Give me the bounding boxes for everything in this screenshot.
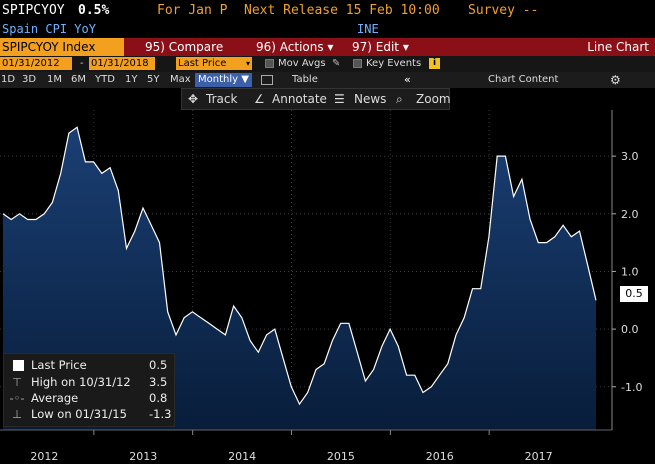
- actions-button[interactable]: 96) Actions ▾: [256, 40, 334, 54]
- table-icon[interactable]: [261, 75, 273, 85]
- chart-legend: Last Price 0.5 ⊤ High on 10/31/12 3.5 -◦…: [3, 353, 175, 427]
- next-release: Next Release 15 Feb 10:00: [244, 3, 440, 18]
- survey: Survey --: [468, 3, 539, 18]
- track-icon[interactable]: ✥: [188, 92, 199, 106]
- x-axis-band: [0, 430, 655, 464]
- series-swatch: [13, 360, 24, 371]
- x-tick-label: 2016: [426, 450, 454, 463]
- period-bar: 1D 3D 1M 6M YTD 1Y 5Y Max Monthly ▼ Tabl…: [0, 72, 655, 88]
- low-marker-icon: ⊥: [11, 407, 23, 421]
- table-button[interactable]: Table: [292, 74, 318, 85]
- x-tick-label: 2013: [129, 450, 157, 463]
- last-value-badge: 0.5: [620, 286, 648, 302]
- legend-label: Low on 01/31/15: [31, 407, 127, 421]
- annotate-icon[interactable]: ∠: [254, 92, 265, 106]
- period-3d[interactable]: 3D: [22, 74, 37, 85]
- y-tick-label: 0.0: [621, 323, 639, 336]
- date-separator: -: [80, 58, 84, 69]
- mov-avgs-checkbox[interactable]: [265, 59, 274, 68]
- track-button[interactable]: Track: [206, 92, 238, 106]
- y-tick-label: 2.0: [621, 208, 639, 221]
- info-icon[interactable]: i: [429, 58, 440, 69]
- x-tick-label: 2012: [30, 450, 58, 463]
- y-tick-label: -1.0: [621, 381, 642, 394]
- y-tick-label: 3.0: [621, 150, 639, 163]
- chart-content-button[interactable]: Chart Content: [488, 74, 559, 85]
- last-value: 0.5%: [78, 3, 110, 18]
- legend-label: Average: [31, 391, 79, 405]
- news-button[interactable]: News: [354, 92, 387, 106]
- zoom-button[interactable]: Zoom: [416, 92, 451, 106]
- zoom-icon[interactable]: ⌕: [396, 92, 403, 106]
- security-name: Spain CPI YoY: [2, 22, 96, 36]
- field-dropdown[interactable]: Last Price ▾: [176, 57, 252, 70]
- description-row: Spain CPI YoY INE: [0, 21, 655, 38]
- legend-row: -◦- Average 0.8: [4, 390, 176, 406]
- function-bar: SPIPCYOY Index 95) Compare 96) Actions ▾…: [0, 38, 655, 56]
- ticker-symbol: SPIPCYOY: [2, 3, 65, 18]
- legend-value: 3.5: [149, 375, 168, 389]
- news-icon[interactable]: ☰: [334, 92, 345, 106]
- date-range-bar: 01/31/2012 - 01/31/2018 Last Price ▾ Mov …: [0, 56, 655, 72]
- average-marker-icon: -◦-: [9, 391, 25, 405]
- mov-avgs-label: Mov Avgs: [278, 58, 326, 69]
- legend-row: ⊥ Low on 01/31/15 -1.3: [4, 406, 176, 422]
- ticker-header: SPIPCYOY 0.5% For Jan P Next Release 15 …: [0, 0, 655, 21]
- legend-row: Last Price 0.5: [4, 357, 176, 373]
- field-dropdown-label: Last Price: [178, 58, 227, 69]
- chart-tools-bar: ✥ Track ∠ Annotate ☰ News ⌕ Zoom: [181, 88, 451, 110]
- legend-value: 0.5: [149, 358, 168, 372]
- period-1y[interactable]: 1Y: [125, 74, 138, 85]
- legend-value: 0.8: [149, 391, 168, 405]
- period-max[interactable]: Max: [170, 74, 191, 85]
- x-tick-label: 2015: [327, 450, 355, 463]
- pencil-icon[interactable]: ✎: [332, 58, 341, 69]
- edit-button[interactable]: 97) Edit ▾: [352, 40, 409, 54]
- period-1m[interactable]: 1M: [47, 74, 62, 85]
- chevron-down-icon: ▾: [245, 59, 250, 68]
- period-1d[interactable]: 1D: [1, 74, 16, 85]
- legend-label: High on 10/31/12: [31, 375, 131, 389]
- key-events-label: Key Events: [366, 58, 422, 69]
- period-6m[interactable]: 6M: [71, 74, 86, 85]
- chart-type-label[interactable]: Line Chart: [587, 40, 649, 54]
- legend-row: ⊤ High on 10/31/12 3.5: [4, 374, 176, 390]
- x-tick-label: 2017: [525, 450, 553, 463]
- key-events-checkbox[interactable]: [353, 59, 362, 68]
- compare-button[interactable]: 95) Compare: [145, 40, 224, 54]
- frequency-dropdown[interactable]: Monthly ▼: [195, 73, 252, 87]
- period-ytd[interactable]: YTD: [95, 74, 115, 85]
- x-tick-label: 2014: [228, 450, 256, 463]
- high-marker-icon: ⊤: [11, 375, 23, 389]
- start-date-input[interactable]: 01/31/2012: [0, 57, 72, 70]
- gear-icon[interactable]: ⚙: [610, 73, 621, 87]
- period-5y[interactable]: 5Y: [147, 74, 160, 85]
- legend-value: -1.3: [149, 407, 172, 421]
- y-tick-label: 1.0: [621, 265, 639, 278]
- annotate-button[interactable]: Annotate: [272, 92, 327, 106]
- legend-label: Last Price: [31, 358, 87, 372]
- release-period: For Jan P: [157, 3, 228, 18]
- collapse-button[interactable]: «: [404, 73, 411, 86]
- end-date-input[interactable]: 01/31/2018: [89, 57, 155, 70]
- security-field[interactable]: SPIPCYOY Index: [0, 38, 124, 56]
- price-line: [2, 126, 597, 406]
- source-name: INE: [357, 22, 379, 36]
